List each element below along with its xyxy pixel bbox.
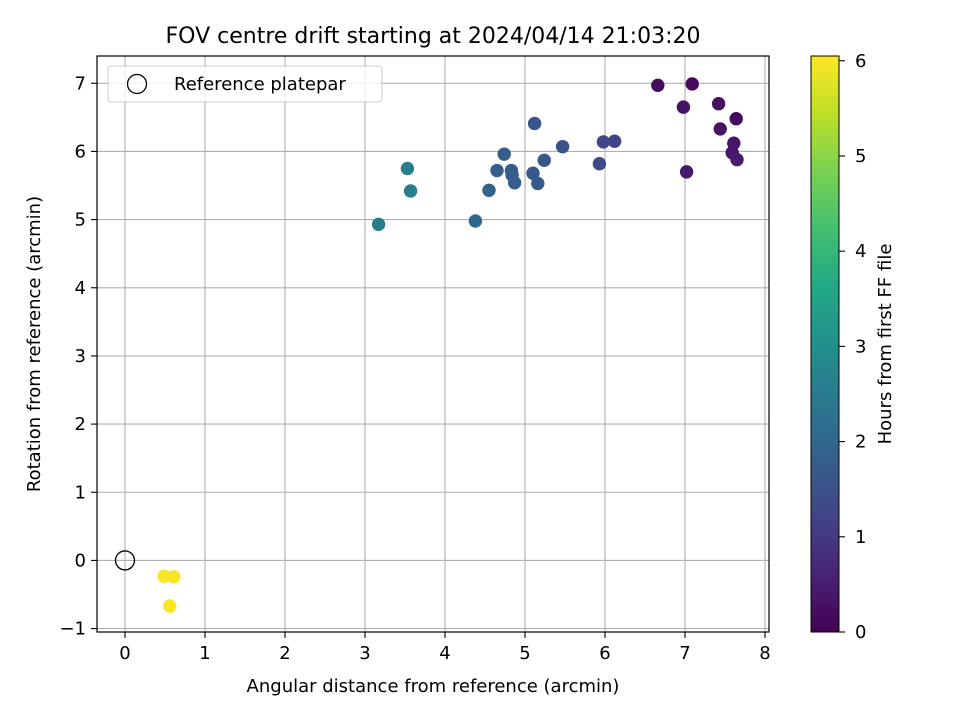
x-tick-label: 0 — [119, 643, 130, 664]
data-point — [679, 165, 694, 179]
y-tick-label: 5 — [75, 210, 86, 231]
colorbar-tick-label: 3 — [855, 336, 866, 357]
data-point — [163, 599, 177, 613]
y-tick-label: 3 — [75, 346, 86, 367]
data-point — [531, 176, 545, 191]
x-axis-label: Angular distance from reference (arcmin) — [247, 676, 620, 697]
x-tick-label: 8 — [759, 643, 770, 664]
legend: Reference platepar — [107, 65, 383, 103]
x-tick-label: 7 — [679, 643, 690, 664]
data-point — [651, 78, 665, 93]
reference-marker-layer — [114, 550, 136, 571]
x-tick-label: 3 — [359, 643, 370, 664]
data-points — [157, 77, 744, 613]
colorbar-gradient — [810, 55, 840, 633]
data-point — [527, 116, 542, 131]
legend-reference-marker — [126, 73, 148, 95]
y-tick-label: 6 — [75, 141, 86, 162]
x-tick-label: 5 — [519, 643, 530, 664]
colorbar-tick-label: 1 — [855, 527, 866, 548]
data-point — [371, 217, 386, 232]
colorbar-ticks: 0 1 2 3 4 5 6 — [839, 51, 866, 643]
colorbar-tick-label: 5 — [855, 146, 866, 167]
colorbar-tick-label: 4 — [855, 241, 866, 262]
y-tick-label: 2 — [75, 414, 86, 435]
data-point — [400, 161, 415, 176]
y-axis-ticks: −1 0 1 2 3 4 5 6 7 — [59, 73, 97, 640]
data-point — [157, 569, 171, 583]
data-point — [403, 184, 418, 198]
x-tick-label: 1 — [199, 643, 210, 664]
y-tick-label: 4 — [75, 278, 86, 299]
data-point — [526, 166, 540, 180]
colorbar-tick-label: 6 — [855, 51, 866, 72]
data-point — [167, 570, 181, 584]
y-axis-label: Rotation from reference (arcmin) — [24, 196, 45, 492]
x-tick-label: 2 — [279, 643, 290, 664]
colorbar: 0 1 2 3 4 5 6 Hours from first FF file — [810, 51, 896, 643]
data-point — [713, 122, 727, 136]
legend-box — [107, 65, 383, 103]
x-tick-label: 4 — [439, 643, 450, 664]
plot-frame — [96, 55, 770, 633]
y-tick-label: 7 — [75, 73, 86, 94]
colorbar-tick-label: 2 — [855, 432, 866, 453]
x-tick-label: 6 — [599, 643, 610, 664]
data-point — [555, 139, 570, 154]
y-tick-label: 1 — [75, 482, 86, 503]
grid-lines — [97, 56, 769, 632]
data-point — [490, 163, 504, 178]
data-point — [537, 153, 551, 167]
data-point — [676, 100, 691, 114]
colorbar-tick-label: 0 — [855, 622, 866, 643]
colorbar-label: Hours from first FF file — [875, 244, 896, 445]
chart-title: FOV centre drift starting at 2024/04/14 … — [166, 24, 701, 49]
data-point — [468, 214, 483, 228]
data-point — [596, 135, 611, 149]
legend-label: Reference platepar — [174, 74, 346, 95]
y-tick-label: 0 — [75, 550, 86, 571]
data-point — [497, 147, 511, 161]
data-point — [482, 183, 496, 197]
data-point — [592, 157, 607, 171]
data-point — [729, 112, 743, 126]
data-point — [685, 77, 699, 91]
x-axis-ticks: 0 1 2 3 4 5 6 7 8 — [119, 632, 771, 664]
data-point — [507, 176, 522, 190]
y-tick-label: −1 — [59, 619, 86, 640]
data-point — [607, 134, 622, 148]
data-point — [711, 97, 726, 111]
plot-area — [96, 55, 770, 633]
reference-platepar-marker — [114, 550, 136, 571]
data-point — [730, 152, 744, 167]
